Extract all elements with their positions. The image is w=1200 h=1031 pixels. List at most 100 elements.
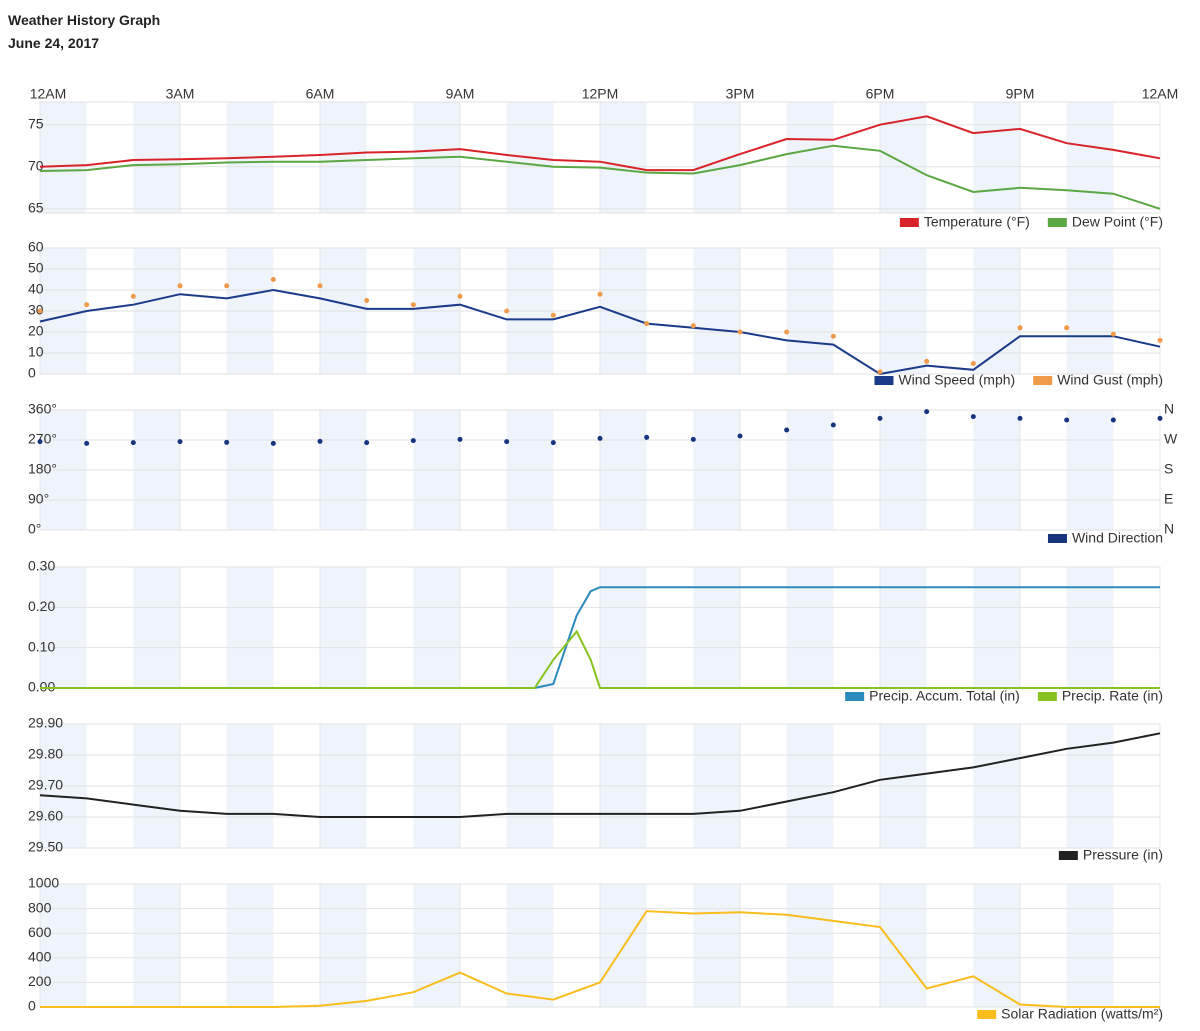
- data-point: [37, 308, 43, 314]
- series-line: [40, 629, 1160, 689]
- hour-band: [1066, 567, 1114, 688]
- legend-swatch: [1033, 376, 1053, 385]
- series-line: [39, 144, 1161, 210]
- page-date: June 24, 2017: [8, 35, 100, 51]
- data-point: [644, 321, 650, 327]
- y-tick-label: 0.30: [28, 558, 55, 574]
- y-tick-label: 40: [28, 281, 44, 297]
- hour-band: [320, 102, 367, 213]
- x-tick-label: 12AM: [1142, 86, 1179, 102]
- data-point: [364, 298, 370, 303]
- y-tick-label: 50: [28, 260, 44, 276]
- hour-band: [786, 102, 834, 213]
- data-point: [37, 439, 43, 445]
- hour-band: [786, 884, 834, 1007]
- legend-swatch: [1037, 692, 1057, 701]
- data-point: [457, 436, 463, 442]
- y-tick-label: 90°: [28, 491, 49, 507]
- data-point: [1157, 415, 1163, 421]
- hour-band: [226, 567, 274, 688]
- series-line: [39, 732, 1161, 818]
- data-point: [550, 440, 556, 446]
- y2-tick-label: N: [1164, 521, 1174, 537]
- hour-band: [693, 884, 740, 1007]
- x-tick-label: 12PM: [582, 86, 619, 102]
- legend-swatch: [1047, 218, 1067, 227]
- data-point: [270, 440, 276, 446]
- y2-tick-label: W: [1164, 431, 1178, 447]
- data-point: [597, 291, 603, 297]
- legend-label: Wind Speed (mph): [898, 372, 1015, 388]
- data-point: [924, 409, 930, 415]
- y-tick-label: 0.10: [28, 638, 55, 654]
- data-point: [457, 293, 463, 299]
- data-point: [1017, 325, 1023, 331]
- series-line: [39, 115, 1161, 172]
- y-tick-label: 20: [28, 323, 44, 339]
- legend-swatch: [874, 376, 894, 385]
- hour-band: [786, 567, 834, 688]
- data-point: [317, 438, 323, 444]
- legend-swatch: [845, 692, 865, 701]
- data-point: [1110, 331, 1116, 337]
- data-point: [1157, 337, 1163, 343]
- legend-label: Wind Direction: [1072, 530, 1163, 546]
- hour-band: [973, 567, 1020, 688]
- data-point: [924, 358, 930, 364]
- data-point: [84, 302, 90, 308]
- hour-band: [133, 884, 180, 1007]
- data-point: [690, 323, 696, 329]
- y-tick-label: 65: [28, 199, 44, 215]
- hour-band: [1066, 102, 1114, 213]
- data-point: [877, 415, 883, 421]
- data-point: [84, 440, 90, 446]
- hour-band: [973, 102, 1020, 213]
- y-tick-label: 29.60: [28, 808, 63, 824]
- hour-band: [506, 567, 554, 688]
- data-point: [550, 312, 556, 318]
- data-point: [224, 439, 230, 445]
- data-point: [690, 436, 696, 442]
- data-point: [877, 369, 883, 375]
- series-line: [39, 288, 1161, 376]
- data-point: [830, 422, 836, 428]
- data-point: [130, 440, 136, 446]
- data-point: [737, 433, 743, 439]
- y-tick-label: 60: [28, 239, 44, 255]
- legend-swatch: [1058, 851, 1078, 860]
- data-point: [410, 438, 416, 444]
- legend-label: Solar Radiation (watts/m²): [1001, 1006, 1163, 1022]
- y-tick-label: 180°: [28, 461, 57, 477]
- y-tick-label: 30: [28, 302, 44, 318]
- hour-band: [133, 102, 180, 213]
- data-point: [177, 439, 183, 445]
- y-tick-label: 0°: [28, 521, 41, 537]
- y2-tick-label: E: [1164, 491, 1173, 507]
- hour-band: [693, 567, 740, 688]
- hour-band: [40, 567, 87, 688]
- y2-tick-label: N: [1164, 401, 1174, 417]
- data-point: [970, 361, 976, 366]
- y-tick-label: 10: [28, 344, 44, 360]
- legend-label: Dew Point (°F): [1072, 214, 1163, 230]
- hour-band: [973, 884, 1020, 1007]
- y-tick-label: 0: [28, 365, 36, 381]
- data-point: [1017, 415, 1023, 421]
- legend-label: Pressure (in): [1083, 847, 1163, 863]
- hour-band: [40, 102, 87, 213]
- x-tick-label: 6PM: [866, 86, 895, 102]
- data-point: [784, 427, 790, 433]
- data-point: [970, 414, 976, 420]
- y-tick-label: 29.90: [28, 715, 63, 731]
- legend-swatch: [899, 218, 919, 227]
- hour-band: [40, 884, 87, 1007]
- hour-band: [133, 567, 180, 688]
- data-point: [410, 302, 416, 308]
- y-tick-label: 29.50: [28, 839, 63, 855]
- data-point: [1064, 417, 1070, 423]
- data-point: [830, 333, 836, 339]
- y-tick-label: 270°: [28, 431, 57, 447]
- hour-band: [413, 884, 460, 1007]
